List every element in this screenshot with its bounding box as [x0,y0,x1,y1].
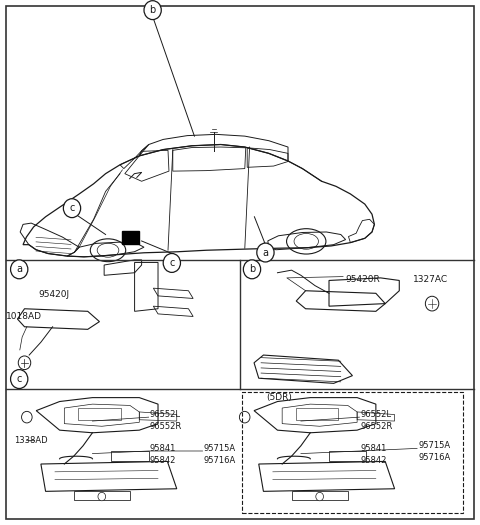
Circle shape [240,412,250,423]
Text: 96552R: 96552R [150,422,182,430]
Circle shape [316,492,324,501]
Text: 95716A: 95716A [418,453,450,462]
Circle shape [18,356,31,370]
Circle shape [257,243,274,262]
Circle shape [425,296,439,311]
Text: 95420R: 95420R [346,275,380,284]
Text: 95715A: 95715A [204,444,236,453]
Text: a: a [263,247,268,258]
Text: c: c [69,203,75,213]
Text: b: b [149,5,156,15]
Text: a: a [16,264,22,275]
Text: 1018AD: 1018AD [6,312,42,321]
Text: 1327AC: 1327AC [413,275,448,284]
Circle shape [144,1,161,19]
Text: c: c [16,374,22,384]
Text: 96552L: 96552L [150,410,180,419]
Bar [122,231,139,244]
Text: 96552L: 96552L [360,410,391,419]
Circle shape [11,260,28,279]
Text: 96552R: 96552R [360,422,393,430]
Text: b: b [249,264,255,275]
Text: 95841: 95841 [150,444,176,453]
Circle shape [11,370,28,388]
Text: 95716A: 95716A [204,456,236,465]
Circle shape [98,492,106,501]
Text: 95715A: 95715A [418,442,450,450]
Text: 95842: 95842 [360,456,387,465]
Circle shape [22,412,32,423]
Bar [242,392,463,513]
Circle shape [63,199,81,218]
Text: 1338AD: 1338AD [14,436,48,445]
Text: 95842: 95842 [150,456,176,465]
Text: 95420J: 95420J [38,290,70,299]
Text: 95841: 95841 [360,444,387,453]
Text: (5DR): (5DR) [266,393,292,402]
Text: c: c [169,258,175,268]
Circle shape [243,260,261,279]
Circle shape [163,254,180,272]
